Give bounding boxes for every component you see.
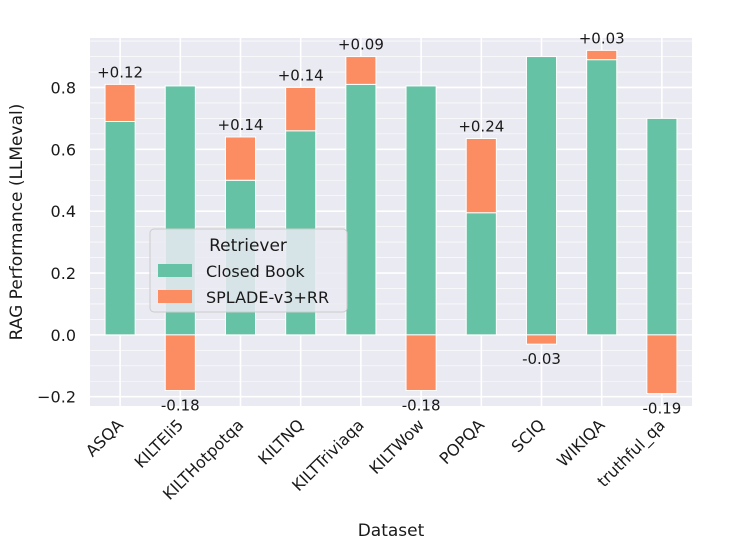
x-tick-label: ASQA <box>82 415 127 460</box>
bar-closed-book <box>405 85 437 336</box>
bar-annotation: -0.18 <box>402 397 441 415</box>
bar-splade-v3-rr <box>285 86 317 132</box>
x-tick-label: KILTEli5 <box>131 415 187 471</box>
y-tick-label: 0.8 <box>51 78 76 97</box>
bar-closed-book <box>465 212 497 336</box>
bar-annotation: +0.12 <box>97 63 143 81</box>
bar-splade-v3-rr <box>465 138 497 214</box>
y-tick-label: 0.2 <box>51 264 76 283</box>
bar-closed-book <box>104 120 136 336</box>
legend-swatch-splade <box>158 290 192 303</box>
x-tick-label: KILTNQ <box>254 415 307 468</box>
bar-splade-v3-rr <box>164 334 196 392</box>
bars <box>104 49 678 395</box>
legend: Retriever Closed Book SPLADE-v3+RR <box>149 228 348 313</box>
legend-entry-splade: SPLADE-v3+RR <box>206 288 329 307</box>
y-tick-label: 0.4 <box>51 202 76 221</box>
bar-closed-book <box>586 59 618 336</box>
x-tick-label: SCIQ <box>508 415 549 456</box>
bar-annotation: -0.18 <box>161 397 200 415</box>
x-tick-label: POPQA <box>435 415 488 468</box>
bar-splade-v3-rr <box>224 136 257 181</box>
bar-annotations: +0.12 -0.18 +0.14 +0.14 +0.09 -0.18 +0.24 -0.03… <box>97 29 681 417</box>
bar-splade-v3-rr <box>525 334 558 345</box>
y-tick-label: −0.2 <box>37 388 76 407</box>
bar-annotation: +0.09 <box>338 36 384 54</box>
bar-splade-v3-rr <box>104 83 136 122</box>
y-tick-label: 0.0 <box>51 326 76 345</box>
bar-splade-v3-rr <box>646 334 678 395</box>
bar-annotation: +0.03 <box>579 29 625 47</box>
bar-annotation: -0.03 <box>522 350 561 368</box>
x-tick-label: WIKIQA <box>553 415 608 470</box>
legend-swatch-closed-book <box>158 264 192 277</box>
y-tick-label: 0.6 <box>51 140 76 159</box>
bar-splade-v3-rr <box>345 56 377 85</box>
bar-closed-book <box>646 117 678 336</box>
bar-splade-v3-rr <box>586 49 618 61</box>
bar-annotation: +0.24 <box>458 118 504 136</box>
legend-box <box>149 228 348 313</box>
bar-closed-book <box>525 56 558 336</box>
legend-entry-closed-book: Closed Book <box>206 262 305 281</box>
x-axis-label: Dataset <box>358 521 425 541</box>
legend-title: Retriever <box>209 236 287 256</box>
y-axis-ticks: −0.2 0.0 0.2 0.4 0.6 0.8 <box>37 78 76 406</box>
bar-annotation: +0.14 <box>278 66 324 84</box>
bar-closed-book <box>345 83 377 336</box>
y-axis-label: RAG Performance (LLMeval) <box>7 104 27 341</box>
x-tick-label: KILTWow <box>365 415 428 478</box>
bar-splade-v3-rr <box>405 334 437 392</box>
bar-annotation: +0.14 <box>218 116 264 134</box>
bar-annotation: -0.19 <box>642 400 681 418</box>
